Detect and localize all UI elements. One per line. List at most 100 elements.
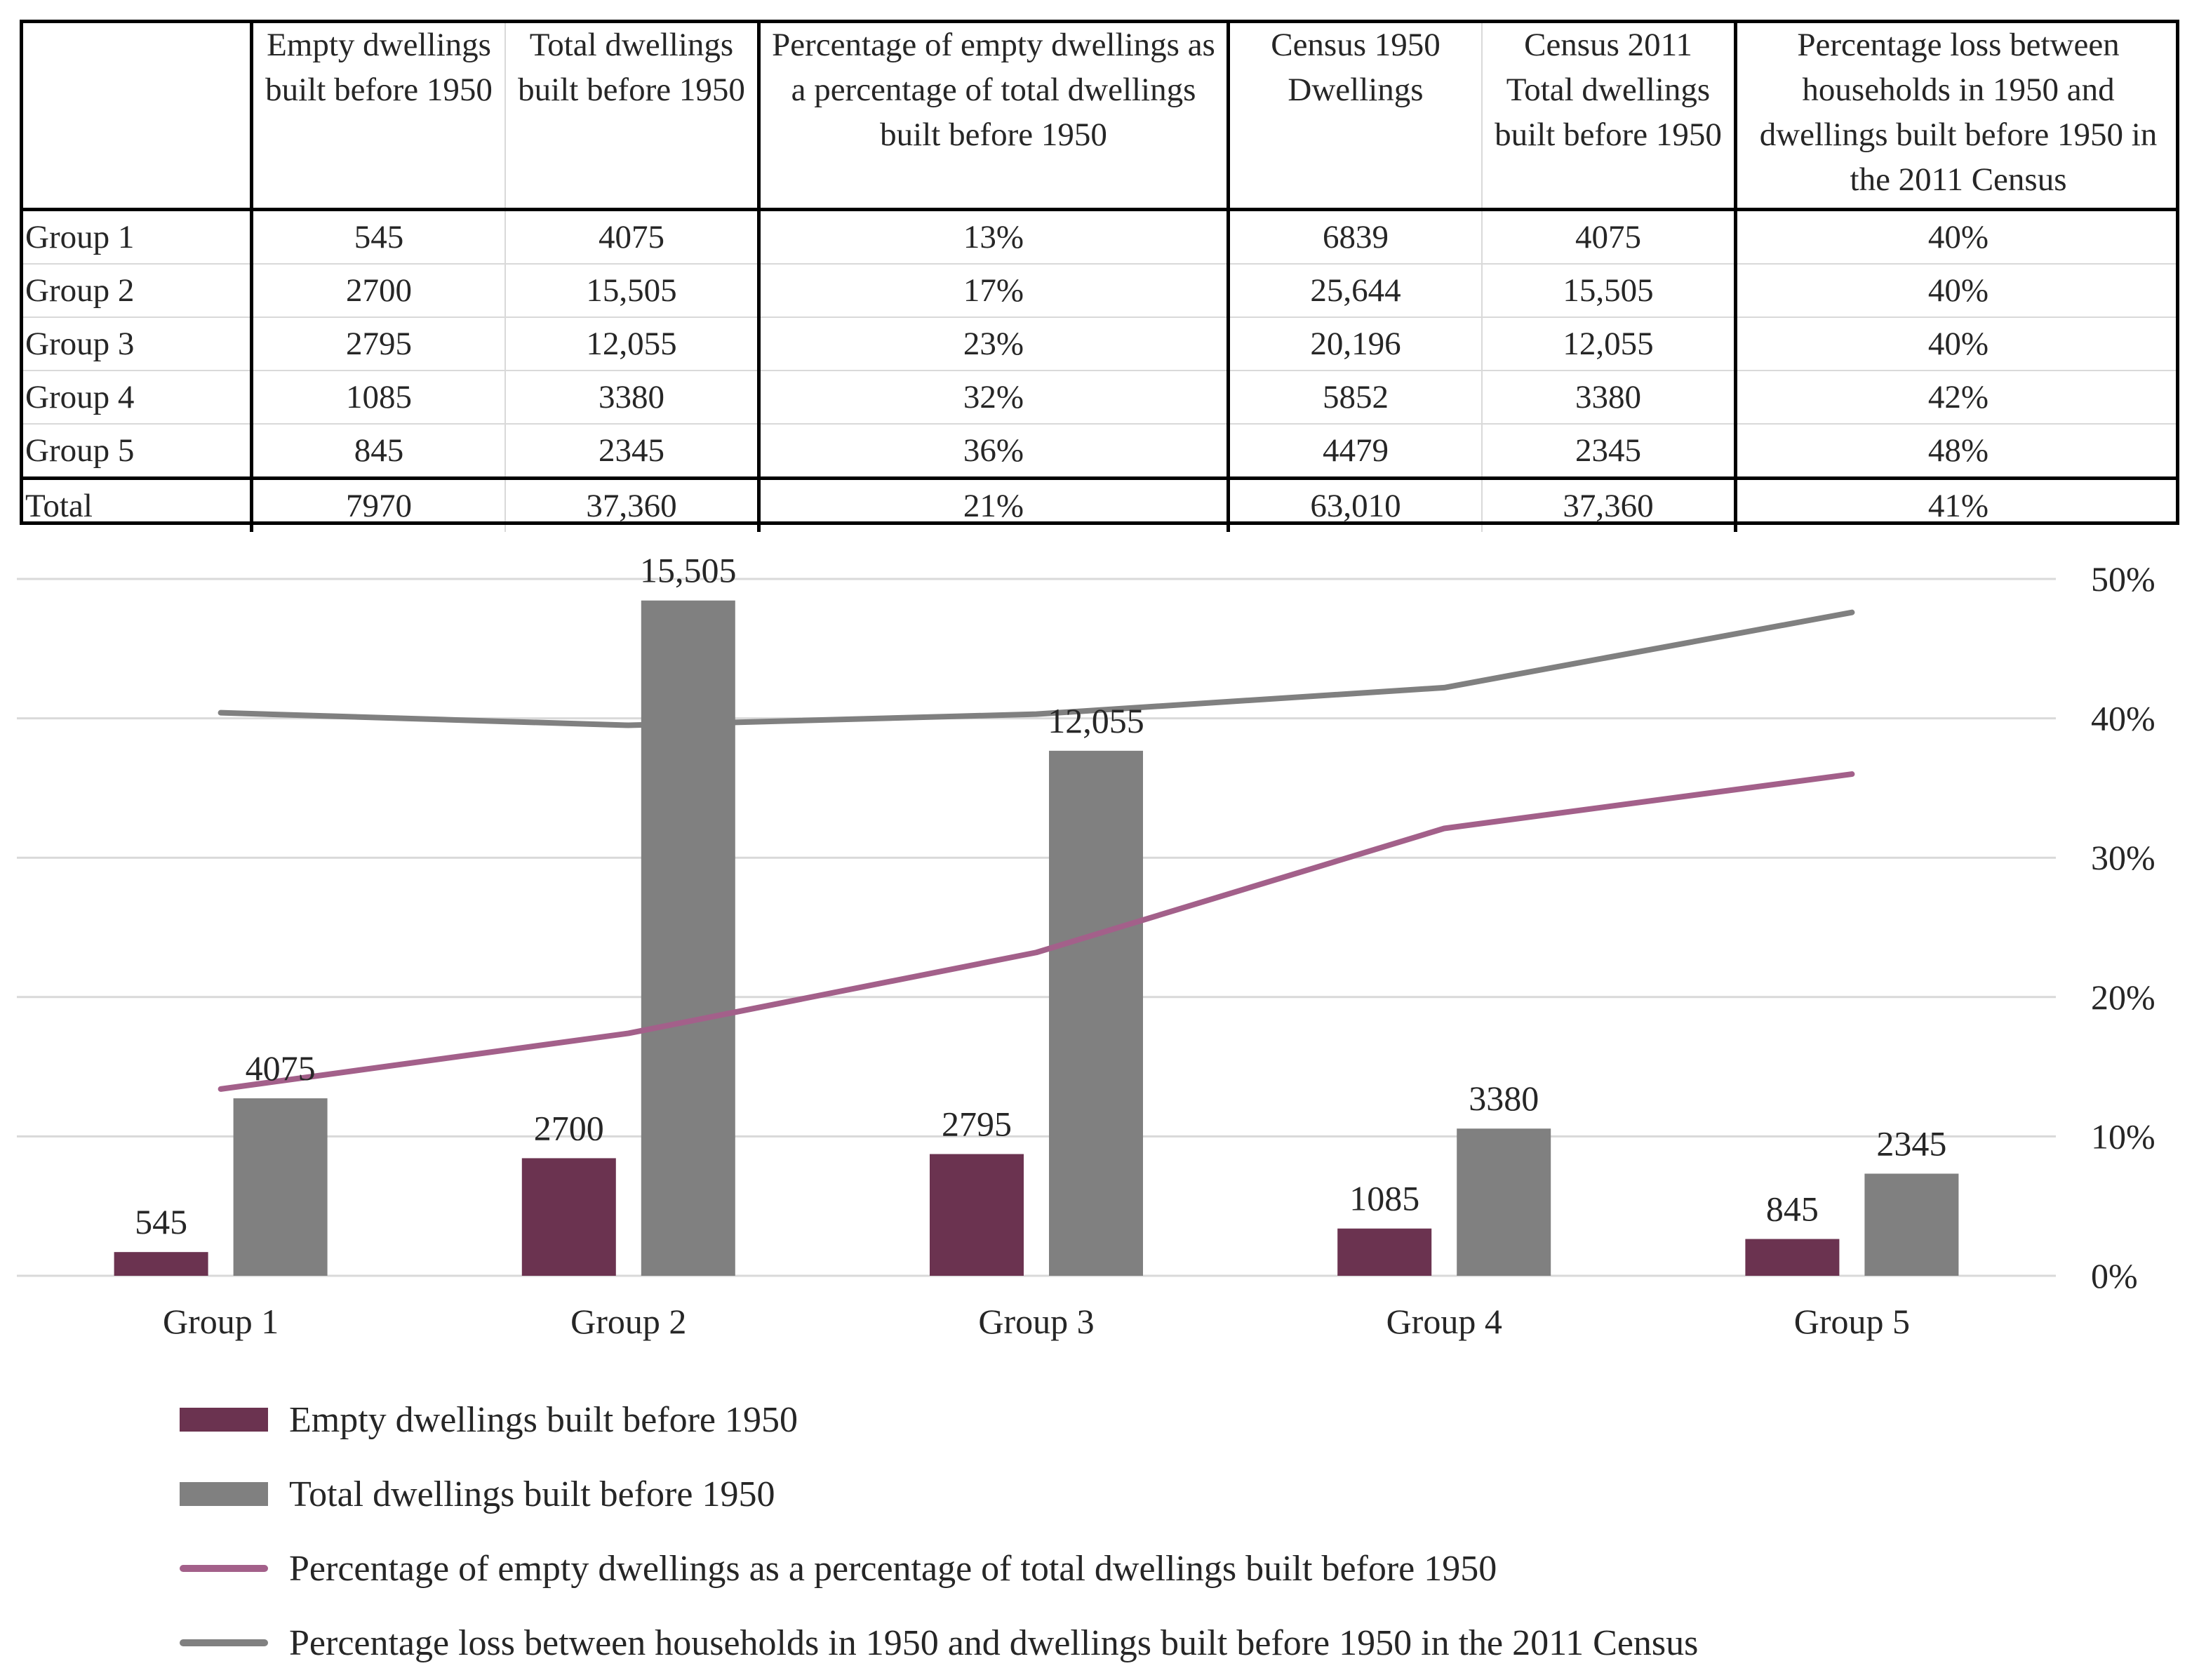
y-axis-ticks: 0% 10% 20% 30% 40% 50% <box>2091 559 2155 1295</box>
bar-empty-dwellings <box>1337 1228 1432 1276</box>
table-row: Group 5 845 2345 36% 4479 2345 48% <box>20 424 2179 479</box>
table-cell: 17% <box>757 264 1229 318</box>
legend-swatch <box>180 1408 268 1432</box>
x-category-label: Group 5 <box>1794 1302 1910 1341</box>
table-cell: 13% <box>757 209 1229 265</box>
legend-label: Percentage loss between households in 19… <box>289 1622 1699 1663</box>
table-cell: 25,644 <box>1227 264 1482 318</box>
legend-swatch <box>180 1482 268 1506</box>
table-cell: 545 <box>250 209 505 265</box>
table-cell: 2345 <box>1481 424 1736 479</box>
table-header-row: Empty dwellings built before 1950 Total … <box>20 20 2179 211</box>
data-table: Empty dwellings built before 1950 Total … <box>20 20 2179 532</box>
table-header-cell: Percentage loss between households in 19… <box>1734 20 2179 211</box>
table-header-cell <box>20 20 252 211</box>
bar-empty-dwellings <box>114 1252 208 1276</box>
x-axis-categories: Group 1 Group 2 Group 3 Group 4 Group 5 <box>163 1302 1910 1341</box>
data-label: 545 <box>135 1202 187 1241</box>
line-percentage-loss <box>218 609 1855 728</box>
x-category-label: Group 1 <box>163 1302 279 1341</box>
row-label: Group 5 <box>25 432 135 469</box>
table-cell: 12,055 <box>504 317 759 371</box>
bar-total-dwellings <box>1864 1173 1959 1276</box>
table-cell: 7970 <box>250 476 505 532</box>
x-category-label: Group 3 <box>978 1302 1094 1341</box>
data-label: 845 <box>1766 1189 1819 1229</box>
table-total-row: Total 7970 37,360 21% 63,010 37,360 41% <box>20 476 2179 532</box>
table-cell: 21% <box>757 476 1229 532</box>
table-cell: 3380 <box>504 371 759 425</box>
data-label: 2795 <box>942 1105 1012 1144</box>
table-row: Group 1 545 4075 13% 6839 4075 40% <box>20 209 2179 265</box>
combo-chart: 545 4075 2700 15,505 2795 12,055 1085 3380 845 23… <box>17 551 2155 1341</box>
bar-empty-dwellings <box>1745 1239 1840 1276</box>
table-header-cell: Census 1950 Dwellings <box>1227 20 1482 211</box>
table-cell: 32% <box>757 371 1229 425</box>
row-label: Group 4 <box>20 371 252 425</box>
row-label: Group 2 <box>20 264 252 318</box>
table-cell: 42% <box>1734 371 2179 425</box>
table-cell: 40% <box>1734 264 2179 318</box>
row-label: Total <box>20 476 252 532</box>
table-header-cell: Total dwellings built before 1950 <box>504 20 759 211</box>
legend: Empty dwellings built before 1950 Total … <box>180 1382 1698 1680</box>
legend-item: Percentage of empty dwellings as a perce… <box>180 1531 1698 1606</box>
row-label: Group 3 <box>20 317 252 371</box>
bar-total-dwellings <box>1049 750 1143 1276</box>
row-label: Group 1 <box>20 209 252 265</box>
data-label: 2700 <box>534 1108 604 1147</box>
y-tick-label: 40% <box>2091 699 2155 738</box>
legend-label: Empty dwellings built before 1950 <box>289 1399 798 1440</box>
bar-empty-dwellings <box>521 1158 616 1276</box>
legend-item: Empty dwellings built before 1950 <box>180 1382 1698 1457</box>
data-label: 2345 <box>1876 1124 1946 1163</box>
legend-swatch <box>180 1565 268 1572</box>
table-cell: 5852 <box>1227 371 1482 425</box>
table-cell: 20,196 <box>1227 317 1482 371</box>
data-labels: 545 4075 2700 15,505 2795 12,055 1085 3380 845 23… <box>135 551 1946 1241</box>
legend-label: Percentage of empty dwellings as a perce… <box>289 1548 1497 1589</box>
table-header-cell: Percentage of empty dwellings as a perce… <box>757 20 1229 211</box>
table-row: Group 2 2700 15,505 17% 25,644 15,505 40% <box>20 264 2179 318</box>
table-cell: 2700 <box>250 264 505 318</box>
bar-total-dwellings <box>233 1098 328 1276</box>
y-tick-label: 0% <box>2091 1256 2138 1295</box>
bar-empty-dwellings <box>930 1154 1024 1276</box>
data-label: 4075 <box>246 1048 316 1088</box>
table-row: Group 4 1085 3380 32% 5852 3380 42% <box>20 371 2179 425</box>
y-tick-label: 50% <box>2091 559 2155 599</box>
table-cell: 40% <box>1734 209 2179 265</box>
table-cell: 4075 <box>504 209 759 265</box>
legend-item: Total dwellings built before 1950 <box>180 1457 1698 1531</box>
table-cell: 2345 <box>504 424 759 479</box>
table-cell: 48% <box>1734 424 2179 479</box>
legend-swatch <box>180 1639 268 1646</box>
y-tick-label: 10% <box>2091 1116 2155 1156</box>
data-label: 12,055 <box>1048 701 1144 740</box>
table-header-cell: Census 2011 Total dwellings built before… <box>1481 20 1736 211</box>
y-tick-label: 20% <box>2091 978 2155 1017</box>
data-label: 15,505 <box>640 551 737 590</box>
table-cell: 36% <box>757 424 1229 479</box>
table-cell: 15,505 <box>1481 264 1736 318</box>
table-cell: 41% <box>1734 476 2179 532</box>
table-cell: 37,360 <box>504 476 759 532</box>
table-cell: 1085 <box>250 371 505 425</box>
table-cell: 63,010 <box>1227 476 1482 532</box>
legend-label: Total dwellings built before 1950 <box>289 1474 775 1514</box>
line-empty-percentage <box>218 771 1855 1092</box>
bar-total-dwellings <box>1457 1128 1551 1276</box>
y-tick-label: 30% <box>2091 838 2155 877</box>
table-cell: 12,055 <box>1481 317 1736 371</box>
table-cell: 2795 <box>250 317 505 371</box>
x-category-label: Group 2 <box>570 1302 686 1341</box>
legend-item: Percentage loss between households in 19… <box>180 1606 1698 1680</box>
x-category-label: Group 4 <box>1386 1302 1502 1341</box>
series-lines <box>218 609 1855 1092</box>
data-label: 1085 <box>1349 1179 1419 1218</box>
table-cell: 15,505 <box>504 264 759 318</box>
table-cell: 40% <box>1734 317 2179 371</box>
table-cell: 37,360 <box>1481 476 1736 532</box>
table-cell: 4075 <box>1481 209 1736 265</box>
table-cell: 4479 <box>1227 424 1482 479</box>
